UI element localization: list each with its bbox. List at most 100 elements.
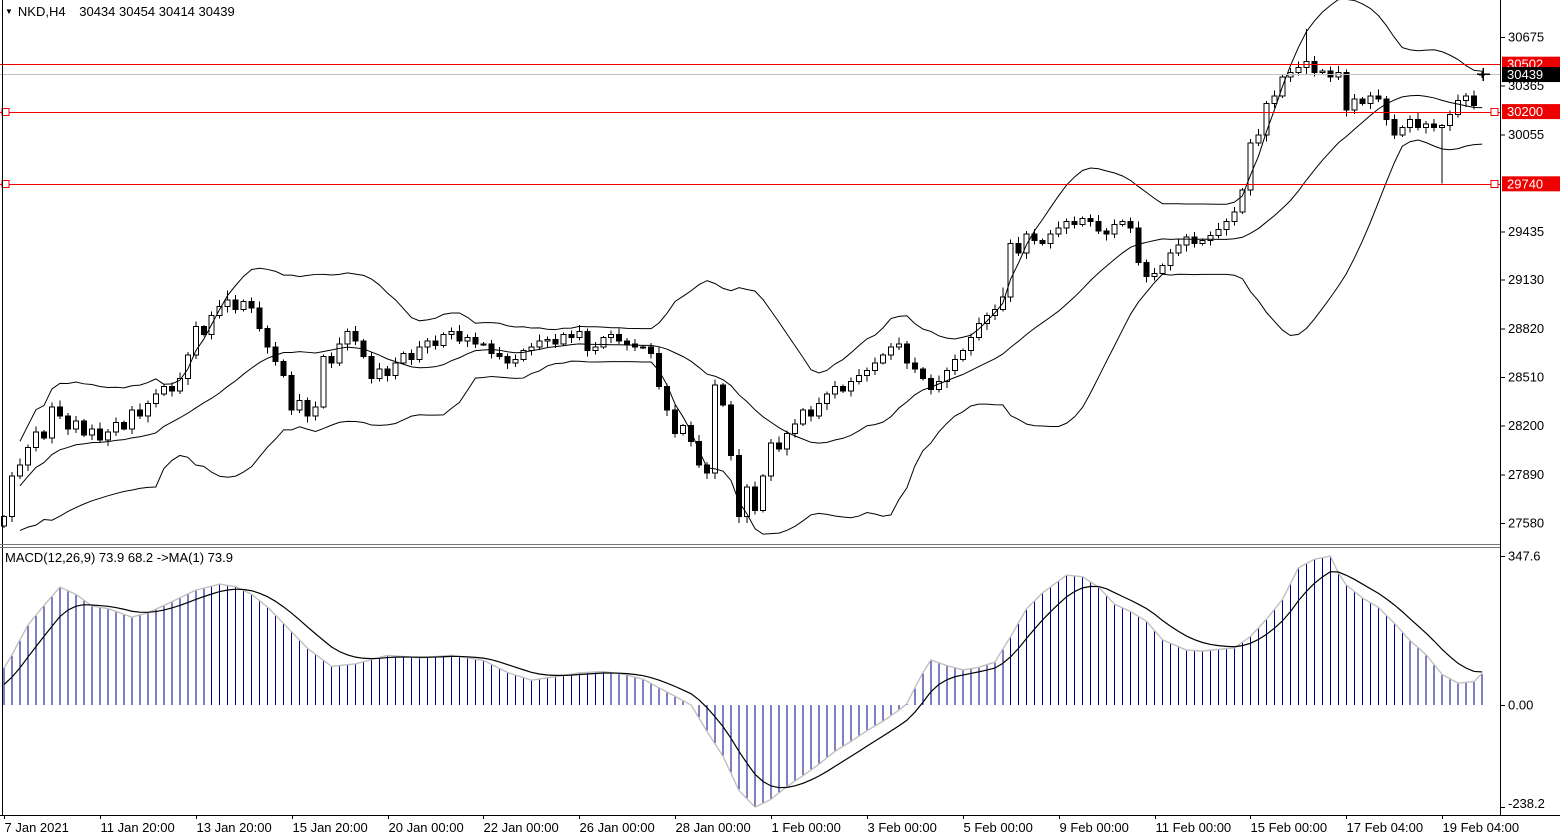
candle-bear [624,340,631,345]
candle-bull [320,356,327,408]
candle-bear [919,368,926,380]
candle-bear [552,338,559,345]
candle-bull [224,299,231,307]
candle-bull [1423,123,1430,128]
price-axis-hit-area[interactable] [1500,0,1560,815]
candle-bear [496,352,503,358]
hline-drag-handle[interactable] [1,179,10,189]
candle-bull [376,368,383,380]
candle-bull [1151,272,1158,277]
hline-price-label: 30200 [1507,104,1543,119]
candle-bear [672,409,679,434]
candle-bull [855,374,862,383]
candle-bear [56,406,63,417]
candle-bull [823,393,830,405]
candle-bull [831,385,838,395]
candle-bull [608,334,615,339]
candle-bull [312,406,319,417]
macd-axis-label: -238.2 [1508,796,1545,811]
date-axis-label: 22 Jan 00:00 [484,820,559,835]
hline-drag-handle[interactable] [1490,107,1499,117]
candle-bear [1311,60,1318,73]
candle-bull [1463,95,1470,102]
candle-bull [192,326,199,356]
candle-bear [328,356,335,364]
hline-price-label-box [1502,104,1560,120]
candle-bull [744,486,751,518]
candle-bull [1239,189,1246,213]
candle-bull [400,352,407,364]
time-axis[interactable]: 7 Jan 2021 11 Jan 20:00 13 Jan 20:00 15 Jan… [0,815,1560,840]
macd-axis[interactable]: 347.6 0.00 -238.2 [1500,549,1545,812]
candle-bear [472,337,479,345]
candle-bear [288,374,295,411]
candle-bull [760,475,767,511]
candle-bull [815,403,822,417]
candle-bull [48,406,55,439]
candle-bull [480,343,487,346]
candle-bull [16,464,23,477]
candle-bull [1079,217,1086,226]
candle-bear [696,440,703,466]
candle-bull [1175,244,1182,254]
price-axis[interactable]: 3067530365300552943529130288202851028200… [1500,0,1560,815]
candle-bear [1031,233,1038,241]
candle-bear [384,368,391,376]
candle-bear [504,356,511,364]
candle-bull [1263,103,1270,136]
macd-signal-line [3,571,1483,789]
price-axis-label: 29435 [1508,224,1544,239]
candle-bull [1351,98,1358,111]
price-axis-label: 30675 [1508,30,1544,45]
macd-histogram [3,556,1483,808]
bollinger-lower-band [19,139,1483,535]
candle-bull [512,359,519,364]
candle-bull [712,384,719,474]
candle-bull [983,315,990,325]
hline-drag-handle[interactable] [1490,179,1499,189]
macd-panel[interactable] [3,555,1483,808]
candle-bull [112,422,119,433]
candle-bear [1087,217,1094,223]
candle-bull [1319,70,1326,73]
date-axis-label: 1 Feb 00:00 [772,820,841,835]
candle-bear [456,330,463,342]
candle-bull [1,516,7,527]
date-axis-label: 11 Feb 00:00 [1156,820,1232,835]
candle-bull [184,354,191,380]
candle-bull [8,475,15,518]
candle-bull [176,378,183,392]
candle-bear [168,385,175,392]
candle-bear [1343,71,1350,111]
candle-bull [1455,100,1462,116]
candle-bear [1191,236,1198,244]
candle-bear [1071,221,1078,226]
candle-bull [1159,264,1166,274]
hline-price-label: 29740 [1507,176,1543,191]
candle-bull [640,346,647,349]
candle-bull [24,447,31,466]
candle-bull [464,337,471,342]
candle-bear [807,409,814,417]
chart-title: ▼ NKD,H4 30434 30454 30414 30439 [5,4,235,19]
candle-bull [680,425,687,434]
hline-drag-handle[interactable] [1,107,10,117]
price-panel[interactable] [1,0,1486,535]
candle-bear [1359,98,1366,105]
candle-bull [520,349,527,361]
candle-bear [911,362,918,370]
symbol-marker-icon: ▼ [5,7,13,16]
candles-series [1,29,1486,529]
date-axis-label: 13 Jan 20:00 [197,820,272,835]
candle-bull [1407,118,1414,128]
candle-bull [1007,242,1014,298]
candle-bull [1063,221,1070,229]
candle-bear [488,343,495,354]
candle-bull [128,409,135,430]
candle-bear [96,428,103,441]
candle-bear [304,400,311,417]
price-axis-label: 29130 [1508,272,1544,287]
candle-bull [416,346,423,361]
